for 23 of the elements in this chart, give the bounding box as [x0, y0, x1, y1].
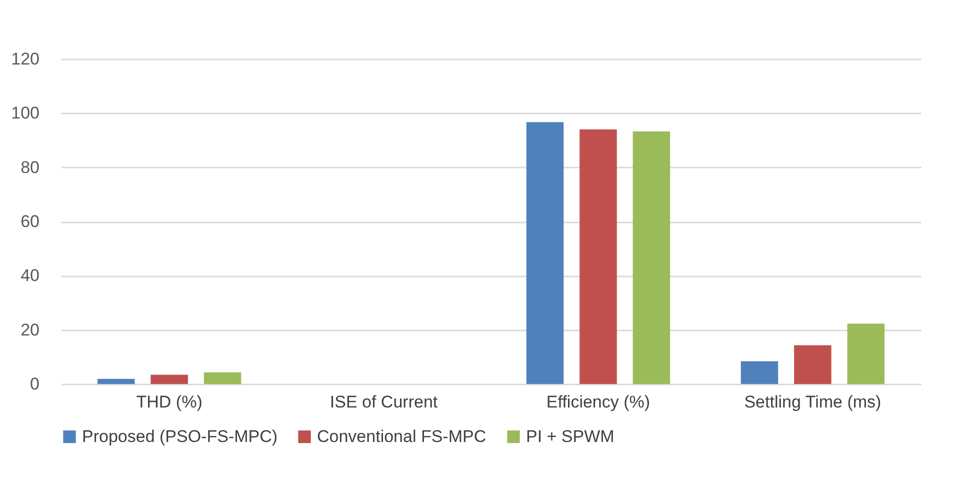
y-tick-label: 60 — [20, 212, 40, 231]
bar — [794, 345, 832, 384]
y-tick-label: 100 — [11, 104, 40, 123]
legend-label: PI + SPWM — [526, 426, 614, 446]
y-tick-label: 20 — [20, 320, 40, 340]
bar — [580, 129, 617, 384]
y-tick-label: 120 — [11, 50, 40, 68]
y-tick-label: 80 — [20, 158, 40, 177]
legend-label: Conventional FS-MPC — [317, 426, 486, 446]
bar — [632, 131, 670, 384]
y-tick-label: 0 — [30, 374, 40, 394]
bar — [97, 378, 135, 384]
legend-label: Proposed (PSO-FS-MPC) — [82, 426, 278, 446]
x-tick-label: THD (%) — [136, 392, 202, 412]
bar — [526, 122, 564, 384]
bar — [204, 372, 242, 384]
bar — [847, 324, 885, 384]
x-tick-label: ISE of Current — [330, 392, 438, 412]
bar — [150, 374, 188, 384]
x-tick-label: Settling Time (ms) — [744, 392, 882, 412]
bar — [740, 361, 778, 384]
y-tick-label: 40 — [20, 266, 40, 286]
x-tick-label: Efficiency (%) — [546, 392, 650, 412]
